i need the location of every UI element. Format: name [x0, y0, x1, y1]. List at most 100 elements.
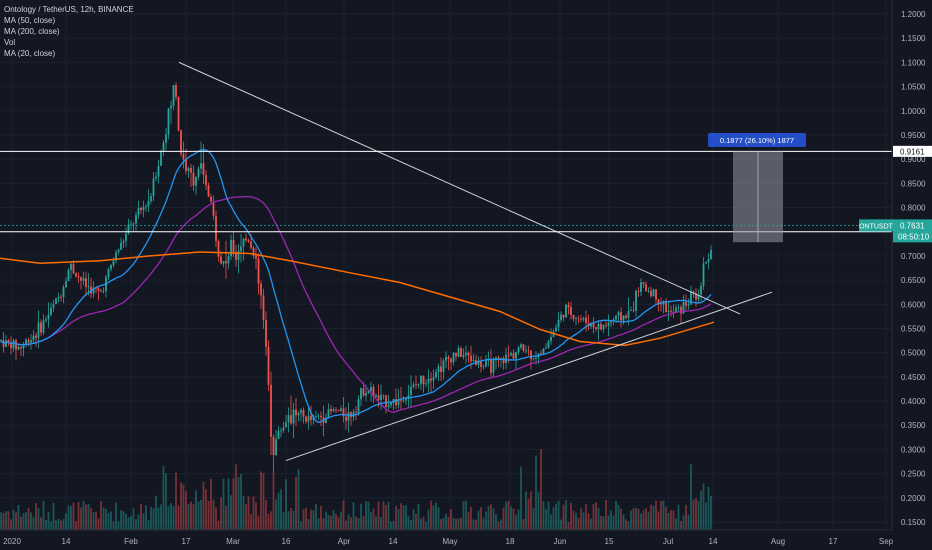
candle-body: [205, 174, 207, 186]
candle-body: [547, 341, 550, 348]
volume-bar: [495, 514, 497, 530]
volume-bar: [435, 502, 437, 530]
candle-body: [357, 399, 360, 413]
candle-body: [82, 278, 85, 281]
volume-bar: [662, 500, 665, 530]
volume-bar: [600, 515, 602, 530]
volume-bar: [65, 513, 67, 530]
candle-body: [565, 304, 567, 318]
volume-bar: [175, 472, 177, 530]
price-tick-label: 0.6500: [901, 276, 926, 285]
volume-bar: [40, 517, 42, 530]
ascending-trendline: [285, 291, 773, 462]
ma50-line: [0, 195, 712, 413]
volume-bar: [155, 495, 157, 530]
volume-bar: [567, 521, 570, 530]
price-tick-label: 0.5000: [901, 349, 926, 358]
candle-body: [92, 287, 95, 294]
volume-bar: [655, 500, 657, 530]
volume-bar: [697, 500, 700, 530]
drawings: 0.1877 (26.10%) 1877: [0, 61, 892, 462]
volume-bar: [302, 509, 305, 530]
volume-bar: [367, 501, 370, 530]
volume-bar: [280, 489, 282, 530]
candle-body: [72, 264, 75, 274]
candle-body: [200, 163, 202, 169]
volume-bar: [35, 503, 37, 530]
candle-body: [157, 165, 160, 177]
candle-body: [560, 314, 562, 320]
volume-bar: [340, 511, 342, 530]
candle-body: [630, 310, 632, 312]
volume-bar: [682, 515, 685, 530]
candle-body: [435, 372, 437, 378]
volume-bar: [47, 511, 50, 530]
volume-bar: [275, 499, 277, 530]
date-tick-label: 17: [182, 537, 191, 546]
volume-bar: [620, 508, 622, 530]
candle-body: [582, 317, 585, 320]
candle-body: [512, 353, 515, 359]
volume-bar: [390, 521, 392, 530]
date-tick-label: 17: [829, 537, 838, 546]
measure-label: 0.1877 (26.10%) 1877: [720, 136, 794, 145]
candle-body: [422, 375, 425, 385]
candle-body: [460, 348, 462, 357]
candle-body: [567, 304, 570, 308]
candle-body: [197, 168, 200, 177]
volume-bar: [645, 508, 647, 530]
candle-body: [395, 399, 397, 406]
candle-body: [132, 223, 135, 225]
volume-bar: [492, 507, 495, 530]
volume-bar: [27, 507, 30, 530]
volume-bar: [532, 508, 535, 530]
candle-body: [670, 310, 672, 312]
volume-bar: [665, 506, 667, 530]
volume-bar: [110, 511, 112, 530]
candle-body: [415, 384, 417, 386]
volume-bar: [472, 519, 475, 530]
volume-bar: [170, 503, 172, 530]
candle-body: [675, 307, 677, 312]
candle-body: [20, 346, 22, 349]
volume-bar: [290, 508, 292, 530]
candle-body: [627, 310, 630, 318]
volume-bar: [112, 521, 115, 530]
candle-body: [152, 178, 155, 197]
candle-body: [397, 400, 400, 406]
candle-body: [80, 277, 82, 281]
volume-bar: [400, 503, 402, 530]
volume-bar: [470, 506, 472, 530]
volume-bar: [250, 513, 252, 530]
candle-body: [387, 405, 390, 407]
volume-bar: [102, 507, 105, 530]
date-tick-label: Jun: [554, 537, 567, 546]
candle-body: [637, 290, 640, 292]
volume-bar: [687, 514, 690, 530]
ma200-line: [0, 251, 715, 347]
candle-body: [230, 239, 232, 257]
candle-body: [450, 358, 452, 363]
volume-bar: [10, 519, 12, 530]
candle-body: [215, 215, 217, 241]
candle-body: [590, 322, 592, 327]
candle-body: [107, 269, 110, 278]
volume-bar: [262, 473, 265, 530]
candle-body: [155, 176, 157, 179]
volume-bar: [652, 505, 655, 530]
candle-body: [362, 388, 365, 396]
volume-bar: [305, 507, 307, 530]
legend-ma20: MA (20, close): [4, 49, 56, 58]
volume-bar: [235, 464, 237, 530]
volume-bar: [707, 486, 710, 530]
volume-bar: [387, 502, 390, 530]
candle-body: [17, 346, 20, 350]
volume-bar: [350, 517, 352, 530]
volume-bar: [497, 521, 500, 530]
price-tick-label: 0.1500: [901, 518, 926, 527]
candle-body: [65, 281, 67, 288]
volume-bar: [485, 511, 487, 530]
volume-bar: [50, 521, 52, 530]
volume-bar: [185, 491, 187, 530]
